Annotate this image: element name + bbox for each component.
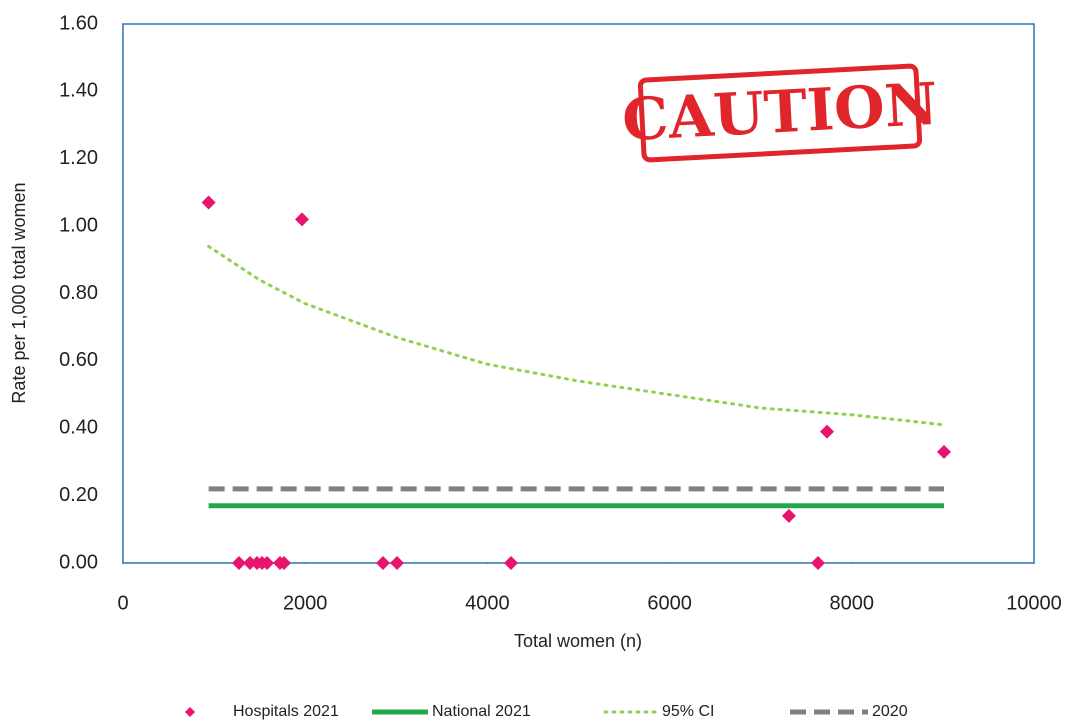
scatter-point: [375, 556, 390, 570]
scatter-point: [295, 212, 310, 227]
legend-label: Hospitals 2021: [233, 703, 339, 720]
y-tick-label: 0.80: [59, 282, 98, 304]
scatter-point: [781, 508, 796, 523]
caution-stamp: CAUTION: [621, 63, 940, 163]
y-tick-label: 0.00: [59, 551, 98, 573]
scatter-point: [936, 444, 951, 459]
y-tick-label: 0.20: [59, 484, 98, 506]
y-tick-label: 1.60: [59, 12, 98, 34]
legend-symbol: [185, 707, 195, 717]
scatter-point: [503, 556, 518, 570]
scatter-point: [231, 556, 246, 570]
y-tick-label: 0.40: [59, 417, 98, 439]
y-tick-label: 1.20: [59, 147, 98, 169]
scatter-point: [201, 195, 216, 210]
scatter-point: [390, 556, 405, 570]
scatter-point: [242, 556, 257, 570]
x-tick-label: 2000: [283, 592, 328, 614]
x-tick-label: 10000: [1006, 592, 1062, 614]
legend-label: 2020: [872, 703, 908, 720]
y-tick-label: 0.60: [59, 349, 98, 371]
scatter-point: [811, 556, 826, 570]
x-tick-label: 4000: [465, 592, 510, 614]
legend-label: 95% CI: [662, 703, 714, 720]
y-tick-label: 1.40: [59, 80, 98, 102]
scatter-point: [260, 556, 275, 570]
y-tick-label: 1.00: [59, 214, 98, 236]
stamp-text: CAUTION: [621, 70, 940, 154]
stamp-border: [637, 63, 923, 163]
y-axis-title: Rate per 1,000 total women: [9, 182, 29, 403]
line-series: [207, 244, 946, 427]
scatter-point: [820, 424, 835, 439]
x-tick-label: 6000: [647, 592, 692, 614]
x-tick-label: 0: [117, 592, 128, 614]
scatter-point: [276, 556, 291, 570]
legend-label: National 2021: [432, 703, 531, 720]
x-axis-title: Total women (n): [514, 631, 642, 651]
x-tick-label: 8000: [830, 592, 875, 614]
